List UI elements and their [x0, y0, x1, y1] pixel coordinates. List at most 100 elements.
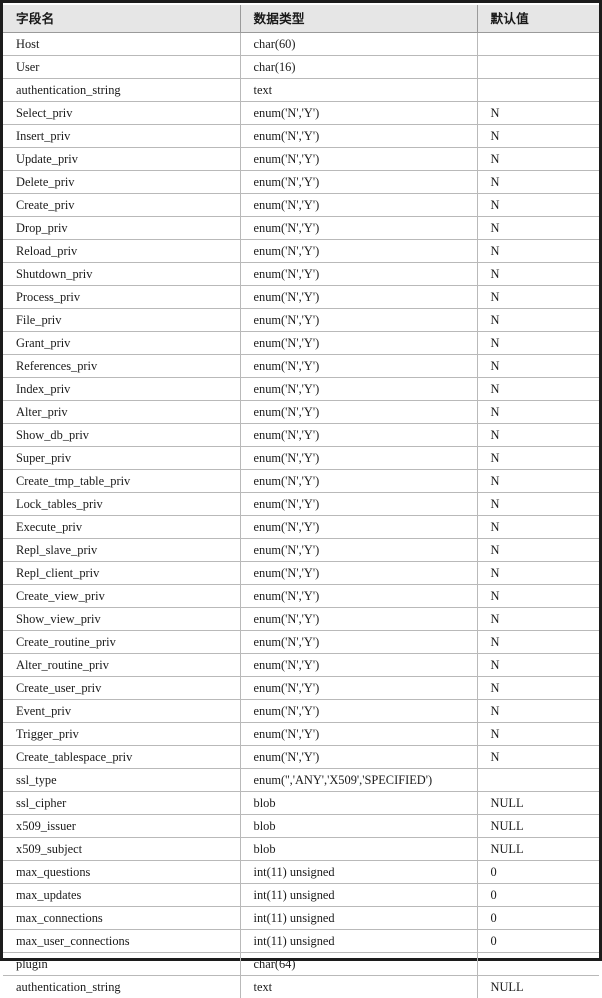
cell-default-value	[477, 953, 599, 976]
cell-default-value	[477, 56, 599, 79]
cell-default-value: N	[477, 309, 599, 332]
cell-data-type: enum('N','Y')	[240, 562, 477, 585]
cell-field-name: Trigger_priv	[3, 723, 240, 746]
cell-default-value: N	[477, 539, 599, 562]
cell-field-name: Alter_routine_priv	[3, 654, 240, 677]
cell-default-value: N	[477, 148, 599, 171]
cell-default-value: N	[477, 240, 599, 263]
cell-data-type: enum('N','Y')	[240, 677, 477, 700]
cell-field-name: x509_subject	[3, 838, 240, 861]
cell-default-value: N	[477, 562, 599, 585]
cell-default-value	[477, 79, 599, 102]
cell-field-name: Grant_priv	[3, 332, 240, 355]
cell-default-value: N	[477, 493, 599, 516]
cell-data-type: enum('N','Y')	[240, 608, 477, 631]
cell-data-type: int(11) unsigned	[240, 884, 477, 907]
cell-data-type: enum('N','Y')	[240, 355, 477, 378]
cell-field-name: Create_tablespace_priv	[3, 746, 240, 769]
cell-field-name: authentication_string	[3, 79, 240, 102]
cell-data-type: text	[240, 79, 477, 102]
cell-field-name: Reload_priv	[3, 240, 240, 263]
cell-field-name: Create_user_priv	[3, 677, 240, 700]
cell-data-type: enum('N','Y')	[240, 723, 477, 746]
cell-data-type: enum('N','Y')	[240, 309, 477, 332]
cell-data-type: enum('N','Y')	[240, 125, 477, 148]
cell-default-value: N	[477, 723, 599, 746]
cell-data-type: enum('N','Y')	[240, 148, 477, 171]
cell-field-name: Process_priv	[3, 286, 240, 309]
cell-field-name: Insert_priv	[3, 125, 240, 148]
cell-field-name: max_updates	[3, 884, 240, 907]
cell-field-name: Create_routine_priv	[3, 631, 240, 654]
cell-default-value: N	[477, 401, 599, 424]
cell-field-name: ssl_type	[3, 769, 240, 792]
cell-data-type: enum('N','Y')	[240, 378, 477, 401]
cell-default-value: N	[477, 677, 599, 700]
cell-default-value: N	[477, 746, 599, 769]
cell-field-name: plugin	[3, 953, 240, 976]
top-rule-gap	[3, 3, 599, 5]
cell-data-type: blob	[240, 815, 477, 838]
cell-field-name: Host	[3, 33, 240, 56]
cell-field-name: Alter_priv	[3, 401, 240, 424]
cell-data-type: enum('N','Y')	[240, 286, 477, 309]
cell-field-name: File_priv	[3, 309, 240, 332]
cell-field-name: Lock_tables_priv	[3, 493, 240, 516]
cell-data-type: enum('N','Y')	[240, 401, 477, 424]
cell-field-name: Repl_slave_priv	[3, 539, 240, 562]
cell-data-type: blob	[240, 838, 477, 861]
cell-field-name: ssl_cipher	[3, 792, 240, 815]
cell-data-type: enum('','ANY','X509','SPECIFIED')	[240, 769, 477, 792]
cell-default-value: N	[477, 585, 599, 608]
cell-field-name: max_user_connections	[3, 930, 240, 953]
cell-default-value: 0	[477, 861, 599, 884]
cell-default-value: NULL	[477, 976, 599, 998]
cell-field-name: max_questions	[3, 861, 240, 884]
cell-data-type: blob	[240, 792, 477, 815]
cell-field-name: Execute_priv	[3, 516, 240, 539]
column-header-field: 字段名	[3, 3, 240, 33]
cell-field-name: Delete_priv	[3, 171, 240, 194]
cell-data-type: enum('N','Y')	[240, 171, 477, 194]
column-header-default: 默认值	[477, 3, 599, 33]
cell-default-value: N	[477, 378, 599, 401]
cell-field-name: References_priv	[3, 355, 240, 378]
cell-default-value: N	[477, 608, 599, 631]
cell-default-value: NULL	[477, 815, 599, 838]
cell-data-type: enum('N','Y')	[240, 424, 477, 447]
cell-data-type: enum('N','Y')	[240, 585, 477, 608]
cell-field-name: max_connections	[3, 907, 240, 930]
cell-data-type: char(60)	[240, 33, 477, 56]
cell-field-name: Select_priv	[3, 102, 240, 125]
cell-data-type: enum('N','Y')	[240, 746, 477, 769]
cell-default-value: 0	[477, 930, 599, 953]
cell-data-type: enum('N','Y')	[240, 516, 477, 539]
cell-data-type: enum('N','Y')	[240, 470, 477, 493]
cell-data-type: enum('N','Y')	[240, 631, 477, 654]
cell-default-value: N	[477, 332, 599, 355]
cell-field-name: User	[3, 56, 240, 79]
